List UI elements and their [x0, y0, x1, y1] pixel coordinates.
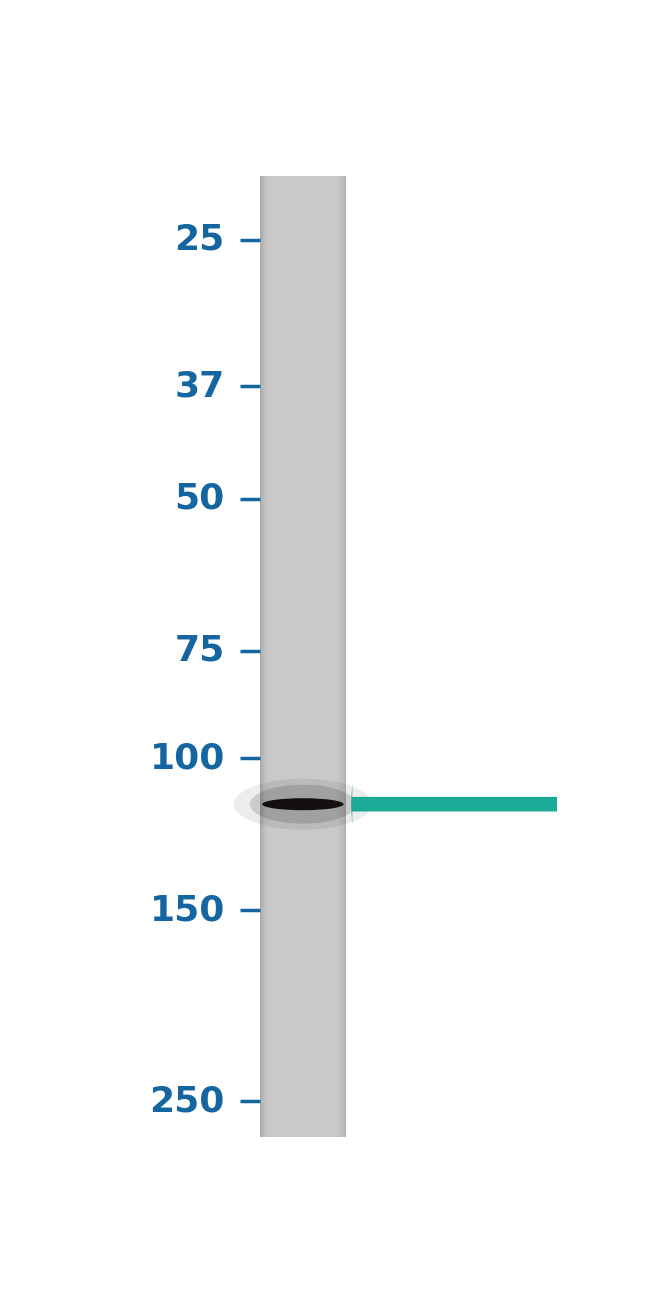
Text: 250: 250 [150, 1084, 225, 1118]
Bar [344, 176, 346, 1138]
Bar [344, 176, 346, 1138]
Bar [260, 176, 265, 1138]
Text: 150: 150 [150, 893, 225, 927]
Bar [260, 176, 262, 1138]
Ellipse shape [250, 785, 356, 824]
Bar [260, 176, 268, 1138]
Bar [338, 176, 346, 1138]
Bar [260, 176, 261, 1138]
Bar [337, 176, 346, 1138]
Bar [339, 176, 346, 1138]
Text: 25: 25 [175, 222, 225, 256]
Text: 37: 37 [175, 369, 225, 403]
Ellipse shape [262, 798, 344, 810]
Bar [260, 176, 268, 1138]
Ellipse shape [234, 779, 372, 829]
Bar [260, 176, 263, 1138]
Bar [341, 176, 346, 1138]
Bar [260, 176, 265, 1138]
Text: 75: 75 [175, 634, 225, 668]
Text: 50: 50 [175, 482, 225, 516]
Text: 100: 100 [150, 741, 225, 776]
Bar [343, 176, 346, 1138]
Bar [260, 176, 266, 1138]
Bar [260, 176, 346, 1138]
Bar [341, 176, 346, 1138]
